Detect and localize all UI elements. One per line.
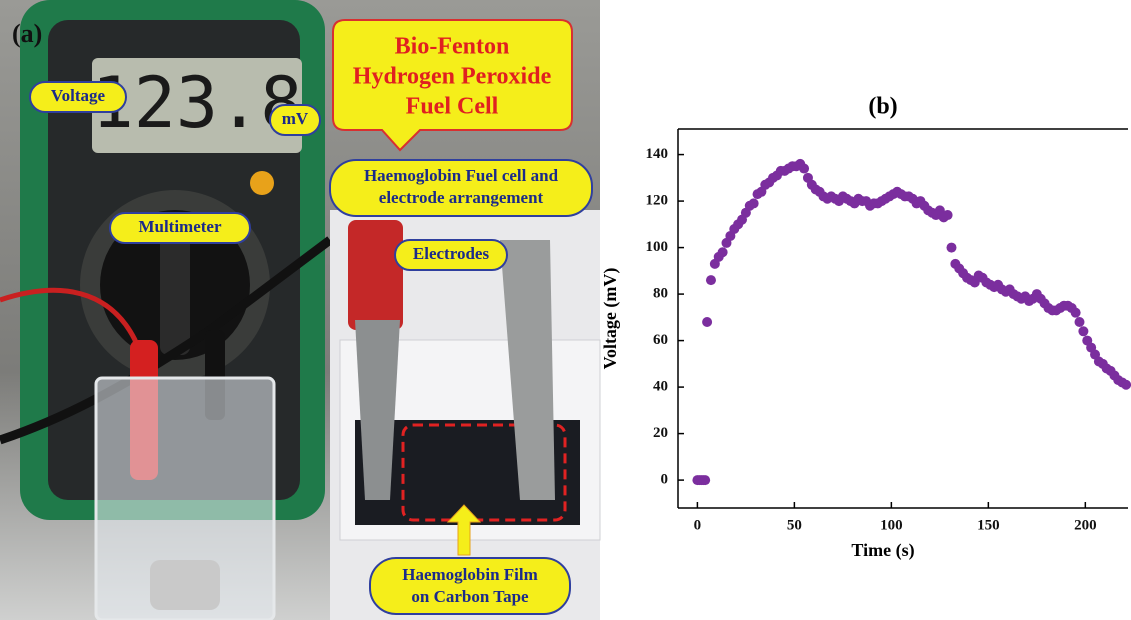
chart-title: (b)	[868, 94, 897, 120]
y-axis-label: Voltage (mV)	[600, 268, 621, 370]
x-tick-label: 50	[787, 517, 802, 533]
callout: on Carbon Tape	[411, 587, 529, 606]
y-tick-label: 120	[646, 193, 669, 209]
y-tick-label: 20	[653, 425, 668, 441]
point	[702, 317, 712, 327]
y-tick-label: 80	[653, 286, 668, 302]
callout: Haemoglobin Film	[402, 565, 538, 584]
callout: electrode arrangement	[379, 188, 544, 207]
title-line: Hydrogen Peroxide	[353, 64, 552, 90]
callout: Haemoglobin Fuel cell and	[364, 166, 559, 185]
red-sleeve	[348, 220, 403, 330]
point	[1121, 380, 1131, 390]
point	[946, 243, 956, 253]
x-tick-label: 0	[694, 517, 702, 533]
x-tick-label: 150	[977, 517, 1000, 533]
title-line: Bio-Fenton	[395, 34, 510, 60]
figure: (a) 123.8 Voltage mV Multimeter Bio-Fent…	[0, 0, 1131, 620]
point	[943, 210, 953, 220]
panel-label: (a)	[12, 19, 42, 48]
y-tick-label: 40	[653, 379, 668, 395]
y-tick-label: 60	[653, 332, 668, 348]
x-tick-label: 100	[880, 517, 903, 533]
point	[706, 275, 716, 285]
point	[1078, 326, 1088, 336]
chart: (b) Time (s) Voltage (mV) 0 20 40 60 80 100 120 14…	[600, 94, 1131, 562]
point	[700, 475, 710, 485]
title-line: Fuel Cell	[406, 94, 499, 120]
y-tick-label: 100	[646, 239, 669, 255]
point	[1071, 308, 1081, 318]
electrode-sample	[150, 560, 220, 610]
y-tick-label: 140	[646, 146, 669, 162]
point	[1075, 317, 1085, 327]
callout: mV	[282, 109, 309, 128]
y-tick-label: 0	[661, 472, 669, 488]
x-axis-label: Time (s)	[851, 540, 914, 561]
point	[718, 247, 728, 257]
callout: Voltage	[51, 86, 106, 105]
point	[749, 198, 759, 208]
photo: (a) 123.8 Voltage mV Multimeter Bio-Fent…	[0, 0, 600, 620]
callout: Electrodes	[413, 244, 490, 263]
point	[799, 164, 809, 174]
x-tick-label: 200	[1074, 517, 1097, 533]
callout: Multimeter	[138, 217, 222, 236]
button	[250, 171, 274, 195]
